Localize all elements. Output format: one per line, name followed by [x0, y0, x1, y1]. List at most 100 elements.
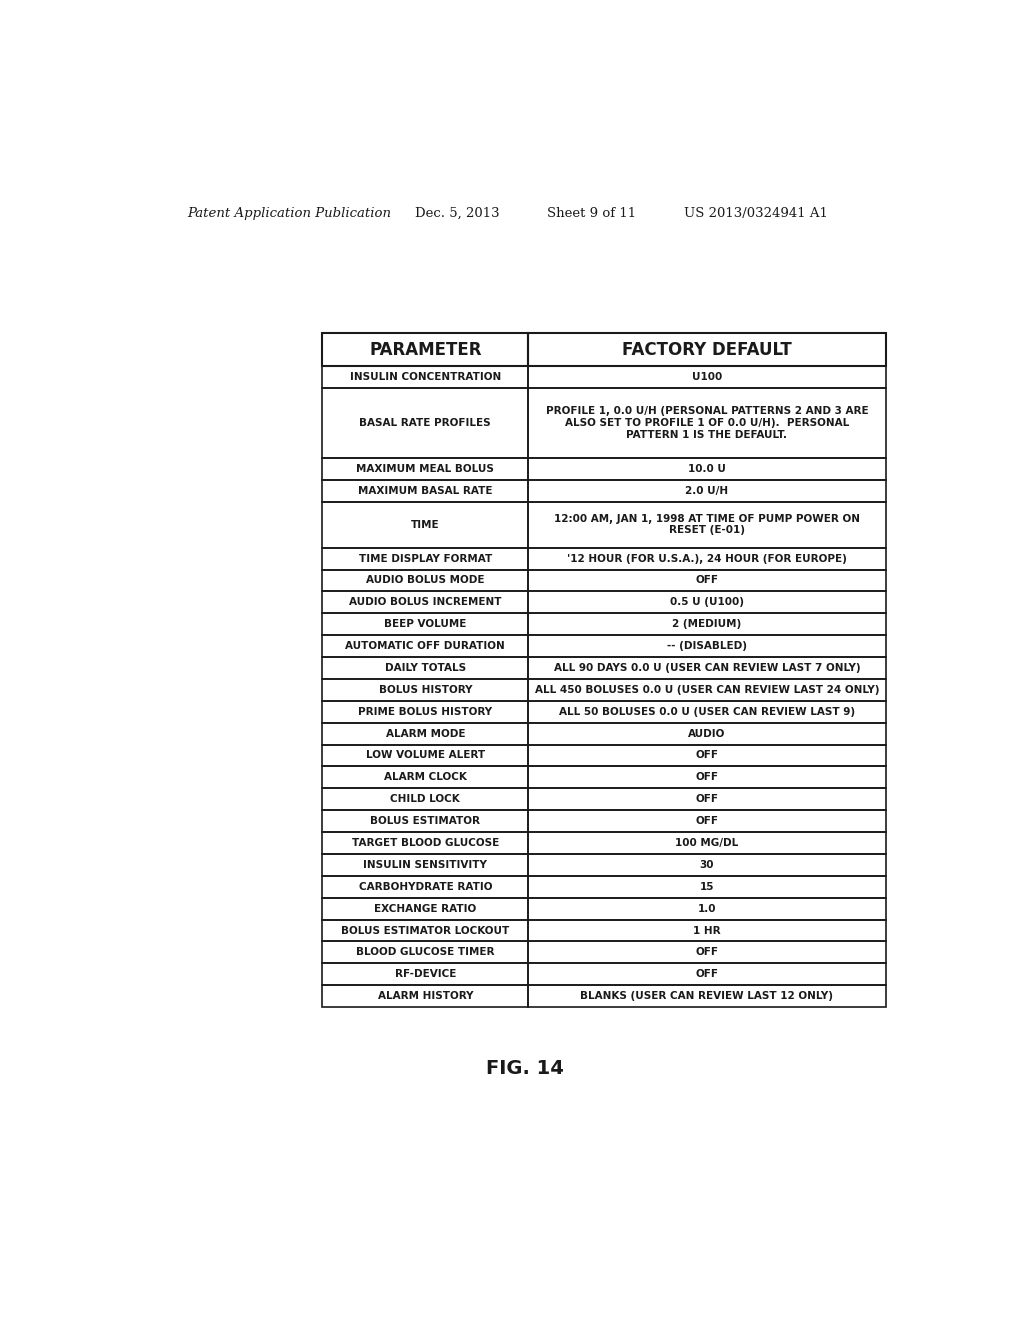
Text: AUDIO: AUDIO: [688, 729, 726, 739]
Text: OFF: OFF: [695, 772, 719, 783]
Bar: [528, 569, 886, 591]
Bar: [323, 876, 528, 898]
Bar: [323, 333, 528, 366]
Bar: [528, 678, 886, 701]
Text: BEEP VOLUME: BEEP VOLUME: [384, 619, 467, 630]
Text: CARBOHYDRATE RATIO: CARBOHYDRATE RATIO: [358, 882, 492, 892]
Bar: [323, 458, 528, 479]
Bar: [323, 502, 528, 548]
Text: Patent Application Publication: Patent Application Publication: [187, 207, 391, 220]
Bar: [323, 941, 528, 964]
Text: ALL 450 BOLUSES 0.0 U (USER CAN REVIEW LAST 24 ONLY): ALL 450 BOLUSES 0.0 U (USER CAN REVIEW L…: [535, 685, 880, 694]
Bar: [528, 591, 886, 614]
Bar: [528, 744, 886, 767]
Text: TIME DISPLAY FORMAT: TIME DISPLAY FORMAT: [358, 553, 492, 564]
Text: PRIME BOLUS HISTORY: PRIME BOLUS HISTORY: [358, 706, 493, 717]
Bar: [323, 635, 528, 657]
Bar: [528, 920, 886, 941]
Bar: [323, 678, 528, 701]
Text: BASAL RATE PROFILES: BASAL RATE PROFILES: [359, 418, 492, 428]
Text: 100 MG/DL: 100 MG/DL: [676, 838, 738, 847]
Bar: [323, 657, 528, 678]
Text: '12 HOUR (FOR U.S.A.), 24 HOUR (FOR EUROPE): '12 HOUR (FOR U.S.A.), 24 HOUR (FOR EURO…: [567, 553, 847, 564]
Text: 10.0 U: 10.0 U: [688, 463, 726, 474]
Text: ALL 90 DAYS 0.0 U (USER CAN REVIEW LAST 7 ONLY): ALL 90 DAYS 0.0 U (USER CAN REVIEW LAST …: [554, 663, 860, 673]
Text: 2.0 U/H: 2.0 U/H: [685, 486, 728, 496]
Text: AUTOMATIC OFF DURATION: AUTOMATIC OFF DURATION: [345, 642, 505, 651]
Text: 1 HR: 1 HR: [693, 925, 721, 936]
Bar: [323, 964, 528, 985]
Bar: [528, 388, 886, 458]
Text: -- (DISABLED): -- (DISABLED): [667, 642, 746, 651]
Bar: [323, 591, 528, 614]
Text: TIME: TIME: [411, 520, 439, 529]
Bar: [323, 767, 528, 788]
Text: BLANKS (USER CAN REVIEW LAST 12 ONLY): BLANKS (USER CAN REVIEW LAST 12 ONLY): [581, 991, 834, 1001]
Text: 12:00 AM, JAN 1, 1998 AT TIME OF PUMP POWER ON
RESET (E-01): 12:00 AM, JAN 1, 1998 AT TIME OF PUMP PO…: [554, 513, 860, 536]
Bar: [323, 569, 528, 591]
Text: FACTORY DEFAULT: FACTORY DEFAULT: [623, 341, 792, 359]
Text: AUDIO BOLUS INCREMENT: AUDIO BOLUS INCREMENT: [349, 598, 502, 607]
Bar: [323, 744, 528, 767]
Bar: [528, 657, 886, 678]
Bar: [323, 898, 528, 920]
Text: CHILD LOCK: CHILD LOCK: [390, 795, 460, 804]
Text: 15: 15: [699, 882, 715, 892]
Text: MAXIMUM BASAL RATE: MAXIMUM BASAL RATE: [358, 486, 493, 496]
Bar: [528, 722, 886, 744]
Bar: [528, 832, 886, 854]
Text: ALARM CLOCK: ALARM CLOCK: [384, 772, 467, 783]
Bar: [528, 479, 886, 502]
Bar: [528, 810, 886, 832]
Text: EXCHANGE RATIO: EXCHANGE RATIO: [374, 904, 476, 913]
Text: OFF: OFF: [695, 795, 719, 804]
Bar: [528, 366, 886, 388]
Text: BOLUS ESTIMATOR: BOLUS ESTIMATOR: [371, 816, 480, 826]
Bar: [528, 898, 886, 920]
Text: 2 (MEDIUM): 2 (MEDIUM): [673, 619, 741, 630]
Text: ALL 50 BOLUSES 0.0 U (USER CAN REVIEW LAST 9): ALL 50 BOLUSES 0.0 U (USER CAN REVIEW LA…: [559, 706, 855, 717]
Text: Sheet 9 of 11: Sheet 9 of 11: [547, 207, 636, 220]
Bar: [528, 854, 886, 876]
Text: 30: 30: [699, 859, 715, 870]
Bar: [528, 876, 886, 898]
Text: ALARM HISTORY: ALARM HISTORY: [378, 991, 473, 1001]
Text: Dec. 5, 2013: Dec. 5, 2013: [416, 207, 500, 220]
Text: PARAMETER: PARAMETER: [369, 341, 481, 359]
Bar: [528, 701, 886, 722]
Text: DAILY TOTALS: DAILY TOTALS: [385, 663, 466, 673]
Text: PROFILE 1, 0.0 U/H (PERSONAL PATTERNS 2 AND 3 ARE
ALSO SET TO PROFILE 1 OF 0.0 U: PROFILE 1, 0.0 U/H (PERSONAL PATTERNS 2 …: [546, 407, 868, 440]
Text: TARGET BLOOD GLUCOSE: TARGET BLOOD GLUCOSE: [351, 838, 499, 847]
Text: BLOOD GLUCOSE TIMER: BLOOD GLUCOSE TIMER: [356, 948, 495, 957]
Text: OFF: OFF: [695, 948, 719, 957]
Text: OFF: OFF: [695, 816, 719, 826]
Text: INSULIN CONCENTRATION: INSULIN CONCENTRATION: [349, 372, 501, 381]
Bar: [528, 788, 886, 810]
Bar: [528, 635, 886, 657]
Text: INSULIN SENSITIVITY: INSULIN SENSITIVITY: [364, 859, 487, 870]
Bar: [323, 614, 528, 635]
Text: RF-DEVICE: RF-DEVICE: [394, 969, 456, 979]
Bar: [528, 985, 886, 1007]
Bar: [528, 458, 886, 479]
Bar: [323, 985, 528, 1007]
Bar: [323, 832, 528, 854]
Bar: [323, 722, 528, 744]
Bar: [323, 388, 528, 458]
Bar: [323, 548, 528, 569]
Text: U100: U100: [692, 372, 722, 381]
Text: MAXIMUM MEAL BOLUS: MAXIMUM MEAL BOLUS: [356, 463, 495, 474]
Bar: [323, 854, 528, 876]
Bar: [323, 788, 528, 810]
Text: BOLUS ESTIMATOR LOCKOUT: BOLUS ESTIMATOR LOCKOUT: [341, 925, 509, 936]
Bar: [528, 964, 886, 985]
Bar: [528, 614, 886, 635]
Bar: [528, 941, 886, 964]
Text: LOW VOLUME ALERT: LOW VOLUME ALERT: [366, 751, 484, 760]
Bar: [528, 502, 886, 548]
Bar: [528, 333, 886, 366]
Bar: [528, 767, 886, 788]
Text: AUDIO BOLUS MODE: AUDIO BOLUS MODE: [366, 576, 484, 586]
Bar: [323, 701, 528, 722]
Text: ALARM MODE: ALARM MODE: [385, 729, 465, 739]
